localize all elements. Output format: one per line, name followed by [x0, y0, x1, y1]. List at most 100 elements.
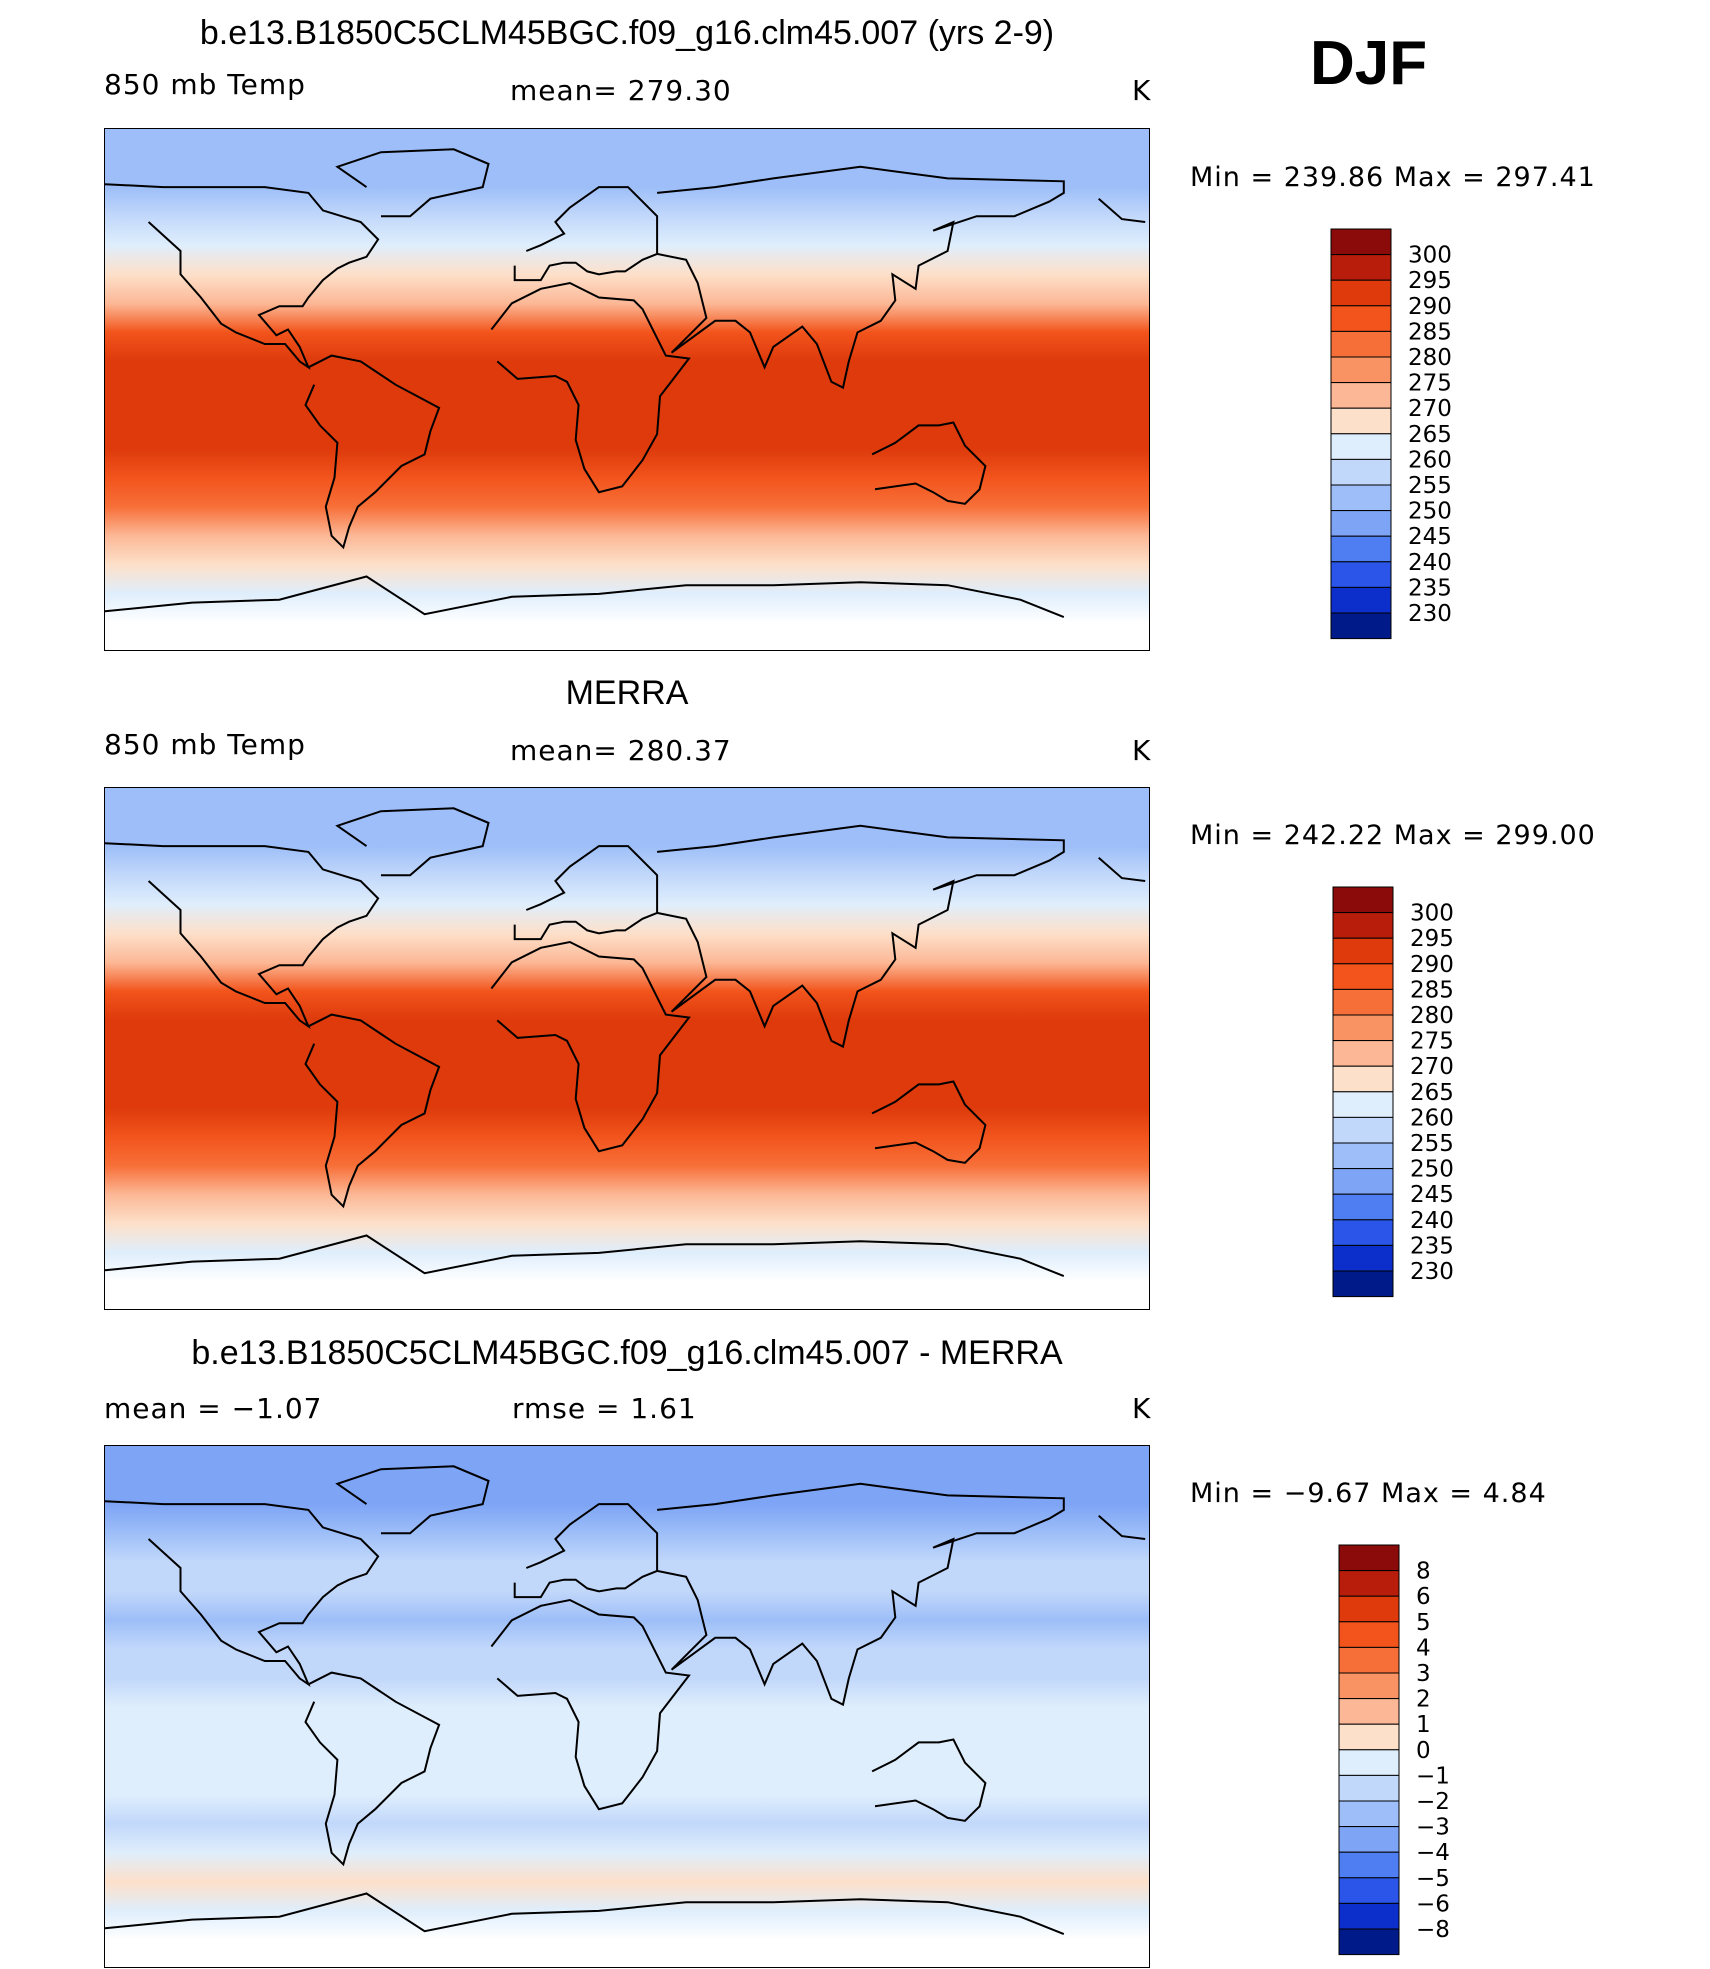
colorbar-swatch — [1338, 1902, 1400, 1930]
colorbar-swatch — [1330, 433, 1392, 460]
colorbar-swatch — [1330, 382, 1392, 409]
colorbar-swatch — [1330, 305, 1392, 332]
colorbar-swatch — [1332, 912, 1394, 939]
coastline-africa — [490, 940, 691, 1153]
coastline-north-america — [1098, 856, 1146, 882]
colorbar-label: −1 — [1416, 1763, 1450, 1789]
panel-2-map — [104, 787, 1150, 1310]
colorbar-label: 260 — [1408, 447, 1452, 473]
colorbar-label: 295 — [1410, 926, 1454, 952]
temperature-field — [105, 129, 1149, 650]
colorbar-label: 245 — [1410, 1182, 1454, 1208]
colorbar-label: 240 — [1408, 550, 1452, 576]
colorbar-swatch — [1332, 1040, 1394, 1067]
colorbar-swatch — [1330, 228, 1392, 256]
coastline-asia — [656, 824, 1065, 1049]
coastline-australia — [871, 421, 987, 505]
colorbar-label: 300 — [1408, 243, 1452, 269]
colorbar-label: 285 — [1408, 319, 1452, 345]
colorbar-swatch — [1332, 1219, 1394, 1246]
coastline-europe — [513, 186, 659, 282]
colorbar-swatch — [1338, 1698, 1400, 1725]
colorbar-swatch — [1332, 963, 1394, 990]
coastline-africa — [490, 1598, 691, 1811]
colorbar-label: 2 — [1416, 1687, 1431, 1713]
colorbar-label: 265 — [1410, 1080, 1454, 1106]
panel-3-units: K — [1132, 1392, 1152, 1425]
colorbar-swatch — [1338, 1570, 1400, 1597]
coastline-asia — [656, 165, 1065, 390]
panel-1-map — [104, 128, 1150, 651]
colorbar-swatch — [1332, 1142, 1394, 1170]
panel-1-title: b.e13.B1850C5CLM45BGC.f09_g16.clm45.007 … — [199, 14, 1055, 52]
colorbar-swatch — [1332, 1270, 1394, 1298]
colorbar-label: −2 — [1416, 1789, 1450, 1815]
colorbar-label: 255 — [1410, 1131, 1454, 1157]
colorbar-swatch — [1338, 1877, 1400, 1904]
colorbar-label: 270 — [1410, 1054, 1454, 1080]
colorbar-label: −8 — [1416, 1917, 1450, 1943]
panel-1-variable-label: 850 mb Temp — [104, 68, 306, 101]
coastline-north-america — [105, 183, 380, 371]
panel-3-colorbar: 8 6 5 4 3 2 1 0 −1 −2 −3 −4 −5 −6 −8 — [1338, 1544, 1518, 1963]
colorbar-label: −5 — [1416, 1866, 1450, 1892]
panel-1-units: K — [1132, 74, 1152, 107]
colorbar-swatch — [1330, 510, 1392, 537]
colorbar-swatch — [1332, 1065, 1394, 1093]
colorbar-swatch — [1332, 1014, 1394, 1042]
panel-1-minmax: Min = 239.86 Max = 297.41 — [1190, 162, 1596, 193]
colorbar-label: 260 — [1410, 1105, 1454, 1131]
colorbar-swatch — [1332, 1193, 1394, 1221]
colorbar-label: 295 — [1408, 268, 1452, 294]
season-label: DJF — [1310, 29, 1428, 98]
panel-2-mean-label: mean= 280.37 — [510, 734, 732, 767]
colorbar-swatch — [1330, 535, 1392, 563]
colorbar-swatch — [1338, 1595, 1400, 1623]
colorbar-label: 230 — [1408, 601, 1452, 627]
panel-3-rmse-label: rmse = 1.61 — [512, 1392, 697, 1425]
coastline-australia — [871, 1080, 987, 1164]
colorbar-swatch — [1330, 356, 1392, 384]
colorbar-swatch — [1338, 1621, 1400, 1648]
colorbar-label: 250 — [1408, 499, 1452, 525]
colorbar-label: 265 — [1408, 422, 1452, 448]
coastline-north-america — [1098, 1514, 1146, 1540]
colorbar-label: 235 — [1410, 1233, 1454, 1259]
colorbar-swatch — [1330, 458, 1392, 486]
panel-2-variable-label: 850 mb Temp — [104, 728, 306, 761]
coastline-antarctica — [105, 1892, 1065, 1936]
coastline-africa — [490, 281, 691, 494]
colorbar-swatch — [1332, 1116, 1394, 1144]
colorbar-swatch — [1330, 612, 1392, 640]
colorbar-swatch — [1338, 1851, 1400, 1879]
colorbar-label: 290 — [1410, 952, 1454, 978]
panel-1-colorbar: 300 295 290 285 280 275 270 265 260 255 250 245 240 2… — [1330, 228, 1510, 647]
colorbar-swatch — [1332, 1244, 1394, 1272]
colorbar-label: −4 — [1416, 1840, 1450, 1866]
panel-2-colorbar: 300 295 290 285 280 275 270 265 260 255 250 245 240 2… — [1332, 886, 1512, 1305]
coastline-australia — [871, 1738, 987, 1822]
colorbar-swatch — [1330, 407, 1392, 435]
panel-3-title: b.e13.B1850C5CLM45BGC.f09_g16.clm45.007 … — [191, 1334, 1063, 1372]
colorbar-label: 255 — [1408, 473, 1452, 499]
colorbar-label: 4 — [1416, 1635, 1431, 1661]
colorbar-label: 230 — [1410, 1259, 1454, 1285]
panel-2-title: MERRA — [565, 674, 689, 712]
panel-3-mean-label: mean = −1.07 — [104, 1392, 323, 1425]
colorbar-swatch — [1332, 988, 1394, 1016]
colorbar-swatch — [1330, 561, 1392, 588]
colorbar-swatch — [1330, 484, 1392, 512]
colorbar-swatch — [1330, 586, 1392, 614]
colorbar-swatch — [1332, 1091, 1394, 1118]
colorbar-label: 290 — [1408, 294, 1452, 320]
coastline-europe — [513, 845, 659, 941]
panel-1-mean-label: mean= 279.30 — [510, 74, 732, 107]
colorbar-label: 8 — [1416, 1559, 1431, 1585]
panel-3-map — [104, 1445, 1150, 1968]
colorbar-swatch — [1330, 330, 1392, 358]
colorbar-swatch — [1338, 1672, 1400, 1700]
coastline-north-america — [105, 1500, 380, 1688]
colorbar-label: 6 — [1416, 1584, 1431, 1610]
coastline-greenland — [335, 1465, 490, 1535]
colorbar-swatch — [1338, 1646, 1400, 1674]
